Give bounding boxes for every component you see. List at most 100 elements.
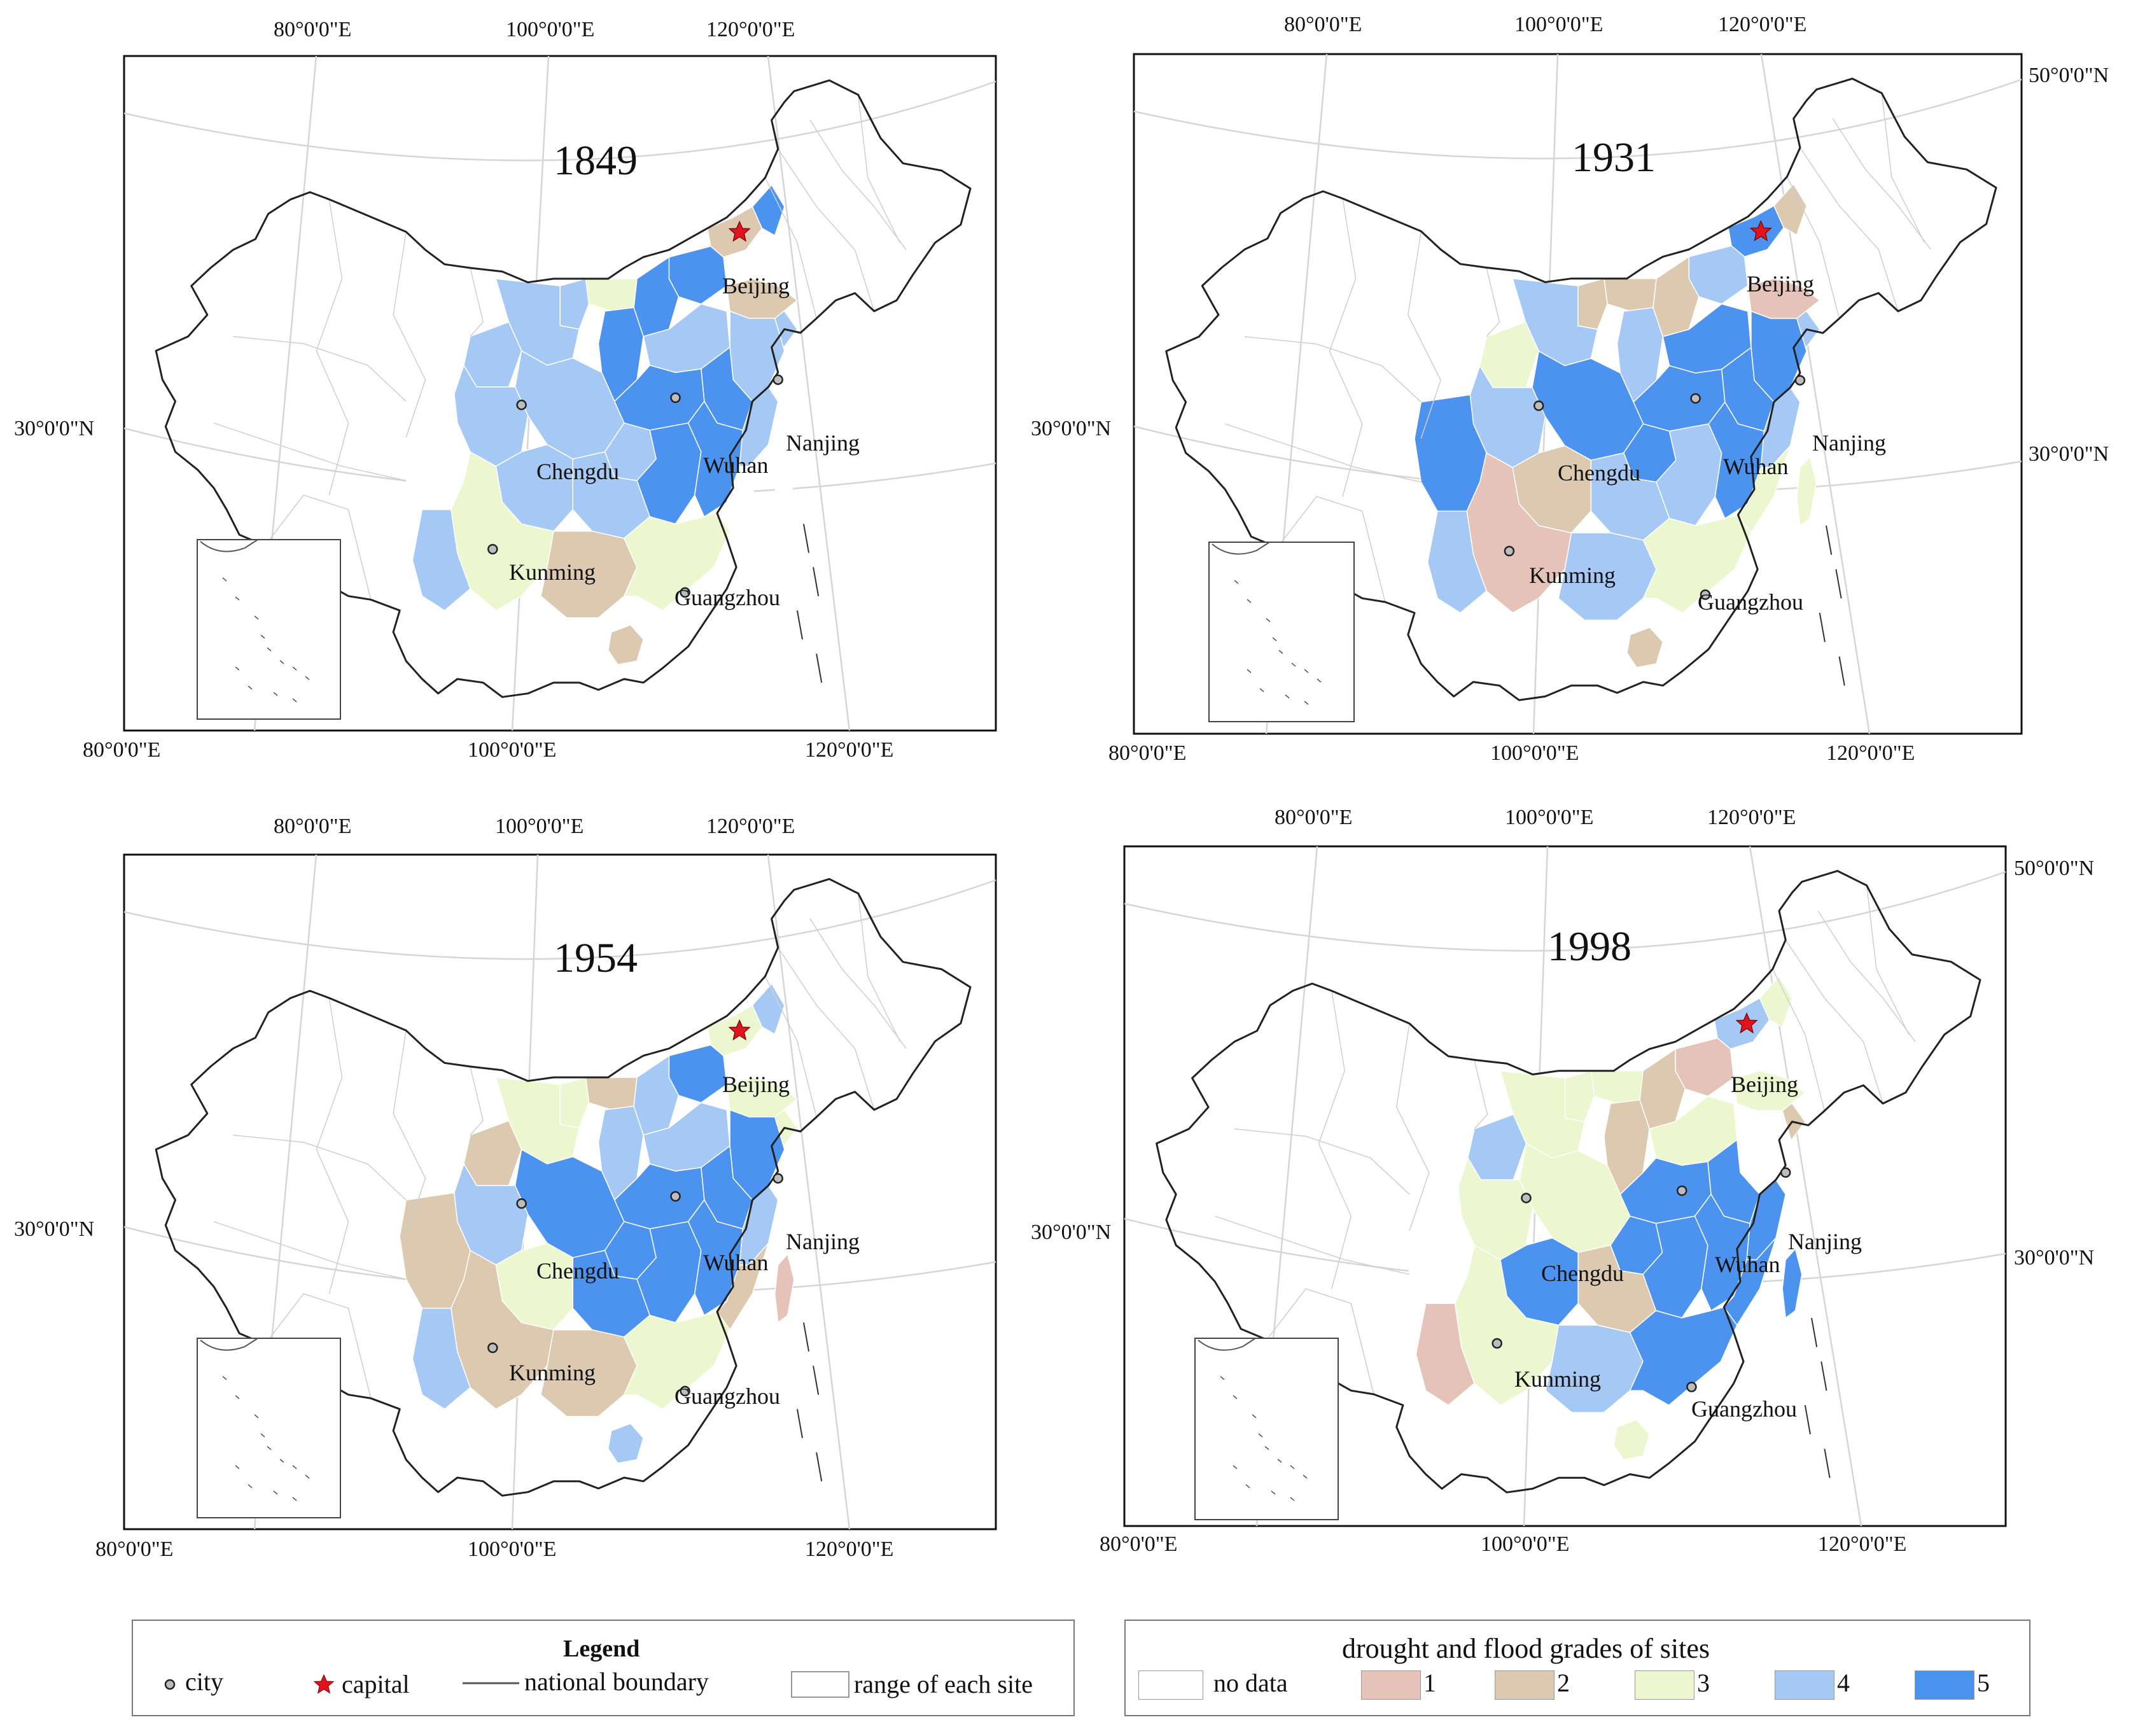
capital-star-icon (728, 220, 751, 242)
inset-frame (197, 1338, 341, 1518)
city-markers (1504, 220, 1806, 600)
region-guangdong (1642, 514, 1752, 614)
lon-bottom-80: 80°0'0"E (95, 1537, 174, 1561)
inset-island-1 (235, 596, 240, 601)
city-label-beijing: Beijing (722, 1072, 790, 1097)
admin-line-9 (857, 94, 900, 243)
island-mark-3 (1838, 656, 1845, 686)
inset-island-8 (1247, 669, 1252, 673)
inset-island-4 (267, 647, 272, 652)
region-guangdong (623, 512, 730, 612)
admin-line-9 (1881, 93, 1925, 242)
city-label-chengdu: Chengdu (1541, 1261, 1624, 1286)
inset-island-10 (1271, 1490, 1276, 1495)
lat-right-50: 50°0'0"N (2014, 857, 2095, 880)
city-label-kunming: Kunming (1514, 1366, 1602, 1392)
grade-label-5: 5 (1977, 1669, 1990, 1697)
lon-bottom-100: 100°0'0"E (1490, 741, 1579, 765)
admin-line-7 (778, 148, 875, 312)
grade-swatch-nodata (1138, 1670, 1203, 1700)
lon-bottom-80: 80°0'0"E (1100, 1532, 1178, 1556)
south-china-sea-inset (1208, 542, 1355, 722)
city-label-wuhan: Wuhan (1723, 454, 1789, 479)
inset-island-0 (1220, 1376, 1225, 1380)
admin-line-3 (213, 422, 407, 482)
grade-swatch-3 (1635, 1670, 1694, 1700)
inset-frame (1208, 542, 1355, 722)
city-label-chengdu: Chengdu (536, 1258, 619, 1284)
city-dot-icon (164, 1679, 176, 1690)
longitude-line-2 (1760, 53, 1871, 734)
inset-island-11 (1304, 701, 1309, 705)
admin-line-8 (764, 976, 817, 1117)
grade-swatch-1 (1361, 1670, 1421, 1700)
inset-island-7 (305, 1474, 310, 1479)
city-dot-kunming (1492, 1338, 1502, 1349)
inset-frame (1194, 1338, 1339, 1520)
capital-star-icon (1735, 1012, 1758, 1034)
admin-line-5 (1474, 1060, 1488, 1130)
island-mark-2 (796, 1409, 803, 1438)
city-label-nanjing: Nanjing (786, 1229, 860, 1254)
city-label-chengdu: Chengdu (1558, 460, 1640, 486)
latitude-50-line (123, 879, 996, 960)
lon-top-120: 120°0'0"E (1718, 13, 1807, 36)
city-dot-kunming (487, 1342, 498, 1354)
city-label-wuhan: Wuhan (703, 1250, 769, 1275)
lon-top-80: 80°0'0"E (1284, 13, 1362, 36)
island-mark-1 (1835, 569, 1842, 599)
region-taiwan (1796, 455, 1817, 527)
city-label-beijing: Beijing (1731, 1072, 1798, 1097)
inset-coast (1212, 542, 1270, 555)
city-label-kunming: Kunming (1529, 563, 1616, 588)
lat-right-30: 30°0'0"N (2014, 1246, 2095, 1270)
region-yunnan-w (1415, 1303, 1475, 1406)
map-panel-1931: 1931 80°0'0"E 100°0'0"E 120°0'0"E 80°0'0… (1031, 0, 2145, 770)
admin-line-4 (1276, 496, 1386, 603)
admin-line-2 (1234, 1128, 1410, 1195)
lat-left-30: 30°0'0"N (14, 1217, 95, 1241)
city-label-nanjing: Nanjing (1812, 430, 1886, 456)
inset-island-8 (235, 666, 240, 671)
region-liaoning (751, 184, 785, 237)
city-label-nanjing: Nanjing (786, 430, 860, 456)
inset-island-9 (1259, 688, 1264, 692)
national-boundary (1165, 78, 1997, 701)
site-range-swatch-icon (791, 1671, 849, 1698)
inset-island-2 (1266, 618, 1271, 622)
city-dot-chengdu (1521, 1193, 1532, 1203)
city-dot-guangzhou (680, 587, 690, 598)
admin-line-7 (778, 947, 875, 1110)
admin-line-0 (1329, 198, 1363, 497)
island-mark-2 (1819, 612, 1826, 642)
inset-island-7 (305, 676, 310, 680)
admin-line-2 (233, 1134, 407, 1201)
region-taiwan (1782, 1247, 1803, 1319)
inset-island-0 (222, 1376, 227, 1380)
lon-top-80: 80°0'0"E (274, 815, 352, 838)
grade-label-3: 3 (1697, 1669, 1710, 1697)
national-boundary (1156, 870, 1981, 1494)
inset-island-9 (248, 685, 253, 690)
city-dot-nanjing (772, 1173, 783, 1184)
grade-regions (1402, 975, 1806, 1460)
admin-line-6 (809, 120, 907, 251)
inset-island-3 (260, 1433, 265, 1438)
admin-line-0 (316, 998, 349, 1294)
city-dot-guangzhou (1686, 1382, 1697, 1392)
grade-regions (399, 184, 799, 666)
region-guangdong (1629, 1306, 1738, 1406)
admin-line-9 (857, 893, 900, 1042)
region-yunnan-w (412, 1307, 471, 1410)
island-mark-0 (1826, 525, 1833, 555)
lon-bottom-120: 120°0'0"E (805, 738, 894, 762)
island-mark-1 (1820, 1361, 1827, 1391)
city-dot-nanjing (1780, 1167, 1791, 1178)
legend-boundary-label: national boundary (524, 1667, 709, 1696)
grade-label-1: 1 (1423, 1669, 1436, 1697)
region-guangxi (540, 530, 638, 619)
longitude-line-2 (1749, 846, 1862, 1527)
capital-star-icon (728, 1019, 751, 1041)
city-dot-chengdu (516, 400, 527, 410)
admin-line-1 (1408, 231, 1441, 439)
